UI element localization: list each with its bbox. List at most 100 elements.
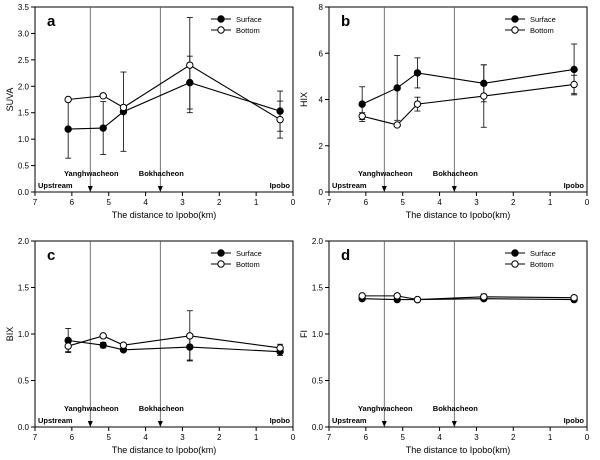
x-tick-label: 0: [291, 198, 296, 207]
x-tick-label: 0: [585, 198, 590, 207]
series-surface: [358, 43, 578, 122]
y-axis-label: HIX: [299, 92, 309, 107]
series-bottom: [64, 310, 284, 362]
x-axis-label: The distance to Ipobo(km): [112, 210, 217, 220]
x-tick-label: 3: [474, 198, 479, 207]
data-point: [480, 92, 488, 100]
series-line: [68, 64, 281, 121]
data-point: [186, 61, 194, 69]
legend: Surface Bottom: [211, 15, 262, 35]
data-point: [99, 332, 107, 340]
legend-marker: [217, 249, 225, 257]
data-point: [99, 92, 107, 100]
x-tick-label: 6: [70, 433, 75, 442]
legend-label: Surface: [530, 249, 556, 258]
legend-label: Surface: [236, 15, 262, 24]
data-point: [393, 84, 401, 92]
data-point: [358, 292, 366, 300]
x-tick-label: 2: [511, 433, 516, 442]
data-point: [393, 121, 401, 129]
tributary-label: Yanghwacheon: [64, 169, 119, 178]
data-point: [358, 100, 366, 108]
x-tick-label: 5: [400, 198, 405, 207]
endpoint-label: Ipobo: [564, 416, 585, 425]
data-point: [413, 69, 422, 77]
x-tick-label: 1: [548, 198, 553, 207]
tributary-arrow: [87, 421, 93, 427]
y-tick-label: 0.5: [18, 162, 30, 171]
tributary-label: Yanghwacheon: [358, 404, 413, 413]
tributary-label: Bokhacheon: [433, 169, 478, 178]
upstream-label: Upstream: [332, 181, 367, 190]
tributary-arrow: [381, 421, 387, 427]
upstream-label: Upstream: [38, 181, 73, 190]
y-tick-label: 1.5: [18, 109, 30, 118]
x-tick-label: 0: [291, 433, 296, 442]
panel-letter: a: [47, 13, 56, 30]
legend-marker: [511, 26, 519, 34]
y-axis-label: FI: [299, 330, 309, 338]
series-line: [362, 83, 575, 126]
endpoint-label: Ipobo: [270, 416, 291, 425]
data-point: [276, 344, 284, 352]
x-tick-label: 7: [327, 433, 332, 442]
y-tick-label: 0.5: [18, 377, 30, 386]
y-tick-label: 1.0: [18, 330, 30, 339]
y-tick-label: 2: [319, 142, 324, 151]
legend-marker: [217, 260, 225, 268]
tributary-arrow: [157, 186, 163, 192]
tributary-label: Bokhacheon: [433, 404, 478, 413]
legend-marker: [217, 26, 225, 34]
y-axis-label: SUVA: [5, 88, 15, 112]
panel-letter: c: [47, 247, 55, 264]
legend: Surface Bottom: [505, 249, 556, 269]
legend-marker: [511, 260, 519, 268]
legend-label: Surface: [530, 15, 556, 24]
y-tick-label: 4: [319, 96, 324, 105]
x-tick-label: 7: [33, 433, 38, 442]
data-point: [99, 341, 107, 349]
data-point: [570, 80, 578, 89]
tributary-arrow: [381, 186, 387, 192]
x-tick-label: 0: [585, 433, 590, 442]
data-point: [413, 295, 422, 304]
data-point: [570, 294, 578, 302]
y-tick-label: 3.5: [18, 3, 30, 12]
legend-label: Bottom: [236, 26, 260, 35]
legend-label: Bottom: [530, 26, 554, 35]
y-tick-label: 1.0: [312, 330, 324, 339]
upstream-label: Upstream: [332, 416, 367, 425]
x-tick-label: 4: [143, 433, 148, 442]
upstream-label: Upstream: [38, 416, 73, 425]
panel-letter: d: [341, 247, 350, 264]
data-point: [186, 332, 194, 340]
x-tick-label: 1: [548, 433, 553, 442]
y-tick-label: 6: [319, 49, 324, 58]
y-tick-label: 2.5: [18, 56, 30, 65]
data-point: [413, 100, 422, 108]
data-point: [276, 115, 284, 124]
y-tick-label: 2.0: [312, 237, 324, 246]
x-tick-label: 5: [106, 433, 111, 442]
tributary-label: Bokhacheon: [139, 169, 184, 178]
legend-marker: [511, 249, 519, 257]
y-tick-label: 2.0: [18, 237, 30, 246]
x-tick-label: 3: [474, 433, 479, 442]
x-tick-label: 1: [254, 433, 259, 442]
tributary-label: Bokhacheon: [139, 404, 184, 413]
x-tick-label: 6: [364, 433, 369, 442]
data-point: [393, 292, 401, 300]
x-tick-label: 4: [143, 198, 148, 207]
chart-panel-b: 7 6 5 4 3 2 1 0 0 2 4 6 8 The distance to Ipobo(km) HI…: [299, 3, 590, 220]
x-tick-label: 3: [180, 198, 185, 207]
chart-panel-c: 7 6 5 4 3 2 1 0 0.0 0.5 1.0 1.5 2.0 The distance to I…: [5, 237, 296, 455]
y-axis-label: BIX: [5, 327, 15, 342]
legend: Surface Bottom: [211, 249, 262, 269]
y-tick-label: 8: [319, 3, 324, 12]
x-tick-label: 3: [180, 433, 185, 442]
data-point: [119, 341, 128, 349]
x-tick-label: 7: [33, 198, 38, 207]
y-tick-label: 3.0: [18, 29, 30, 38]
legend-label: Bottom: [530, 260, 554, 269]
